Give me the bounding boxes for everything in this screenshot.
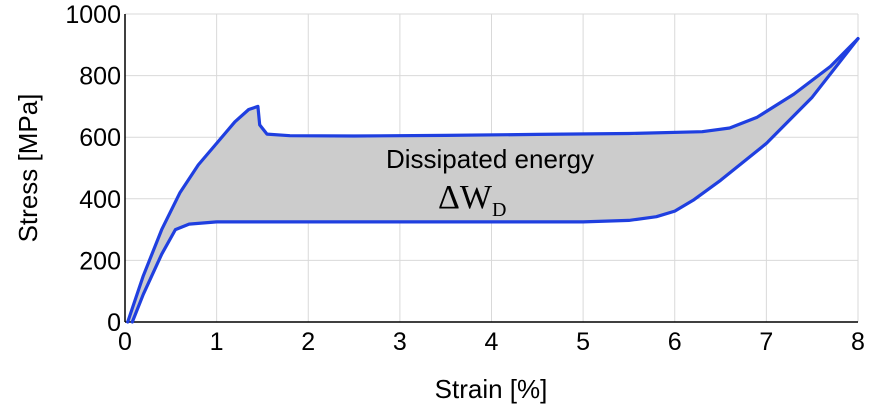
- y-tick-label: 600: [79, 124, 121, 152]
- x-tick-label: 1: [210, 328, 224, 356]
- series-lines: [126, 37, 860, 324]
- y-tick-label: 800: [79, 63, 121, 91]
- annotation-symbol-main: ΔW: [438, 179, 493, 216]
- series-line-2: [130, 37, 860, 324]
- axes: [124, 14, 858, 323]
- x-tick-label: 2: [301, 328, 315, 356]
- y-tick-label: 200: [79, 247, 121, 275]
- tick-labels: 0 1 2 3 4 5 6 7 8 0 200 400 600 800 1000: [65, 1, 865, 356]
- x-tick-label: 8: [851, 328, 865, 356]
- y-axis-label: Stress [MPa]: [13, 94, 43, 243]
- y-tick-label: 1000: [65, 1, 121, 29]
- x-tick-label: 7: [759, 328, 773, 356]
- dissipated-energy-area: [127, 38, 858, 322]
- annotation-subscript: D: [492, 199, 506, 221]
- y-tick-label: 0: [107, 309, 121, 337]
- x-tick-label: 5: [576, 328, 590, 356]
- annotation-symbol: ΔWD: [438, 179, 506, 221]
- y-tick-label: 400: [79, 186, 121, 214]
- x-axis-label: Strain [%]: [435, 374, 548, 404]
- x-tick-label: 0: [118, 328, 132, 356]
- x-tick-label: 6: [668, 328, 682, 356]
- annotation-label: Dissipated energy: [386, 144, 594, 174]
- x-tick-label: 4: [485, 328, 499, 356]
- x-tick-label: 3: [393, 328, 407, 356]
- series-line-1: [126, 37, 860, 324]
